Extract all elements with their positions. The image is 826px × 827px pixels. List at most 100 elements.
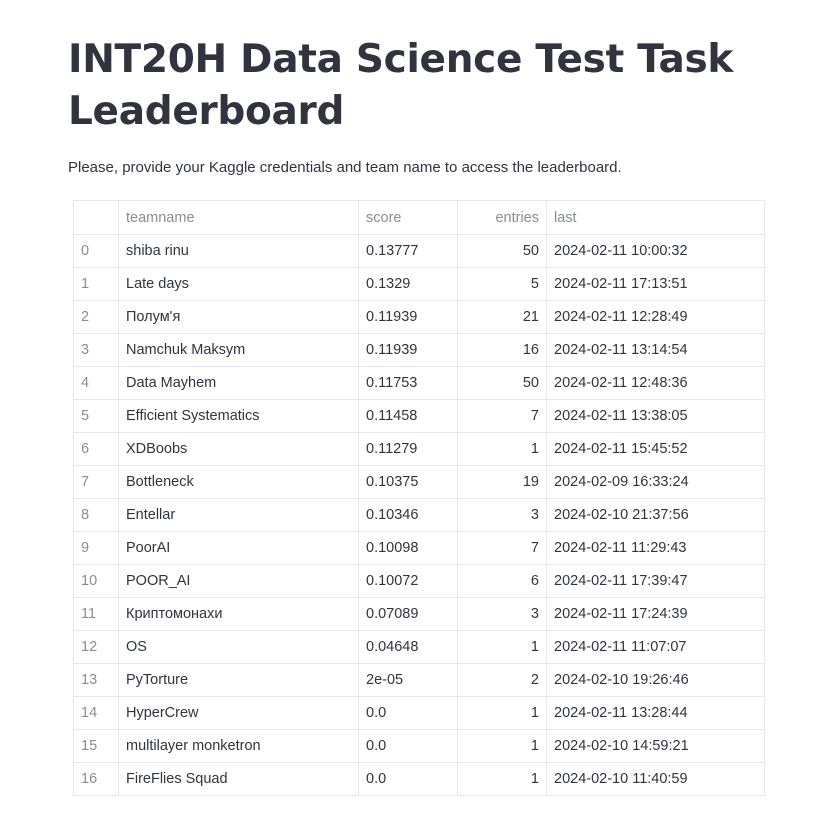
cell-entries[interactable]: 7 — [457, 531, 547, 565]
cell-entries[interactable]: 21 — [457, 300, 547, 334]
cell-teamname[interactable]: Late days — [118, 267, 359, 301]
cell-index[interactable]: 10 — [73, 564, 119, 598]
cell-index[interactable]: 6 — [73, 432, 119, 466]
table-row[interactable]: 11 Криптомонахи 0.07089 3 2024-02-11 17:24:3… — [73, 597, 765, 631]
cell-last[interactable]: 2024-02-11 11:29:43 — [546, 531, 765, 565]
cell-teamname[interactable]: Bottleneck — [118, 465, 359, 499]
cell-entries[interactable]: 1 — [457, 729, 547, 763]
cell-index[interactable]: 12 — [73, 630, 119, 664]
cell-index[interactable]: 0 — [73, 234, 119, 268]
cell-teamname[interactable]: POOR_AI — [118, 564, 359, 598]
cell-last[interactable]: 2024-02-11 15:45:52 — [546, 432, 765, 466]
column-header-entries[interactable]: entries — [457, 200, 547, 235]
cell-last[interactable]: 2024-02-11 17:24:39 — [546, 597, 765, 631]
cell-entries[interactable]: 7 — [457, 399, 547, 433]
cell-teamname[interactable]: PyTorture — [118, 663, 359, 697]
table-row[interactable]: 6 XDBoobs 0.11279 1 2024-02-11 15:45:52 — [73, 432, 765, 466]
cell-teamname[interactable]: XDBoobs — [118, 432, 359, 466]
cell-score[interactable]: 0.11279 — [358, 432, 458, 466]
cell-score[interactable]: 0.11939 — [358, 300, 458, 334]
cell-score[interactable]: 2e-05 — [358, 663, 458, 697]
cell-last[interactable]: 2024-02-10 14:59:21 — [546, 729, 765, 763]
table-row[interactable]: 5 Efficient Systematics 0.11458 7 2024-02-11… — [73, 399, 765, 433]
cell-score[interactable]: 0.04648 — [358, 630, 458, 664]
cell-score[interactable]: 0.11753 — [358, 366, 458, 400]
table-row[interactable]: 4 Data Mayhem 0.11753 50 2024-02-11 12:48:36 — [73, 366, 765, 400]
table-row[interactable]: 15 multilayer monketron 0.0 1 2024-02-10 14:… — [73, 729, 765, 763]
cell-last[interactable]: 2024-02-11 12:48:36 — [546, 366, 765, 400]
cell-index[interactable]: 9 — [73, 531, 119, 565]
table-row[interactable]: 7 Bottleneck 0.10375 19 2024-02-09 16:33:24 — [73, 465, 765, 499]
cell-last[interactable]: 2024-02-11 13:28:44 — [546, 696, 765, 730]
cell-index[interactable]: 5 — [73, 399, 119, 433]
cell-last[interactable]: 2024-02-11 12:28:49 — [546, 300, 765, 334]
cell-entries[interactable]: 19 — [457, 465, 547, 499]
cell-score[interactable]: 0.07089 — [358, 597, 458, 631]
cell-index[interactable]: 16 — [73, 762, 119, 796]
cell-entries[interactable]: 6 — [457, 564, 547, 598]
cell-teamname[interactable]: Entellar — [118, 498, 359, 532]
table-row[interactable]: 16 FireFlies Squad 0.0 1 2024-02-10 11:40:59 — [73, 762, 765, 796]
cell-last[interactable]: 2024-02-11 11:07:07 — [546, 630, 765, 664]
cell-score[interactable]: 0.1329 — [358, 267, 458, 301]
table-row[interactable]: 2 Полум'я 0.11939 21 2024-02-11 12:28:49 — [73, 300, 765, 334]
cell-index[interactable]: 8 — [73, 498, 119, 532]
cell-last[interactable]: 2024-02-09 16:33:24 — [546, 465, 765, 499]
cell-entries[interactable]: 50 — [457, 234, 547, 268]
cell-index[interactable]: 14 — [73, 696, 119, 730]
cell-teamname[interactable]: Data Mayhem — [118, 366, 359, 400]
cell-index[interactable]: 7 — [73, 465, 119, 499]
table-row[interactable]: 9 PoorAI 0.10098 7 2024-02-11 11:29:43 — [73, 531, 765, 565]
cell-entries[interactable]: 2 — [457, 663, 547, 697]
table-row[interactable]: 0 shiba rinu 0.13777 50 2024-02-11 10:00:32 — [73, 234, 765, 268]
cell-score[interactable]: 0.11939 — [358, 333, 458, 367]
cell-teamname[interactable]: FireFlies Squad — [118, 762, 359, 796]
cell-score[interactable]: 0.0 — [358, 696, 458, 730]
cell-index[interactable]: 13 — [73, 663, 119, 697]
leaderboard-table[interactable]: teamname score entries last 0 shiba rinu 0… — [73, 200, 765, 796]
cell-score[interactable]: 0.0 — [358, 729, 458, 763]
cell-teamname[interactable]: multilayer monketron — [118, 729, 359, 763]
cell-last[interactable]: 2024-02-11 13:38:05 — [546, 399, 765, 433]
table-row[interactable]: 1 Late days 0.1329 5 2024-02-11 17:13:51 — [73, 267, 765, 301]
cell-score[interactable]: 0.10072 — [358, 564, 458, 598]
cell-last[interactable]: 2024-02-11 17:13:51 — [546, 267, 765, 301]
cell-score[interactable]: 0.10346 — [358, 498, 458, 532]
cell-index[interactable]: 3 — [73, 333, 119, 367]
cell-index[interactable]: 2 — [73, 300, 119, 334]
cell-teamname[interactable]: Полум'я — [118, 300, 359, 334]
cell-entries[interactable]: 3 — [457, 498, 547, 532]
cell-last[interactable]: 2024-02-11 13:14:54 — [546, 333, 765, 367]
column-header-index[interactable] — [73, 200, 119, 235]
cell-index[interactable]: 4 — [73, 366, 119, 400]
column-header-teamname[interactable]: teamname — [118, 200, 359, 235]
cell-entries[interactable]: 1 — [457, 630, 547, 664]
cell-entries[interactable]: 1 — [457, 762, 547, 796]
cell-score[interactable]: 0.10098 — [358, 531, 458, 565]
cell-entries[interactable]: 3 — [457, 597, 547, 631]
table-row[interactable]: 10 POOR_AI 0.10072 6 2024-02-11 17:39:47 — [73, 564, 765, 598]
cell-last[interactable]: 2024-02-11 10:00:32 — [546, 234, 765, 268]
cell-entries[interactable]: 5 — [457, 267, 547, 301]
cell-index[interactable]: 15 — [73, 729, 119, 763]
cell-teamname[interactable]: Efficient Systematics — [118, 399, 359, 433]
table-row[interactable]: 12 OS 0.04648 1 2024-02-11 11:07:07 — [73, 630, 765, 664]
table-row[interactable]: 3 Namchuk Maksym 0.11939 16 2024-02-11 13:14… — [73, 333, 765, 367]
cell-index[interactable]: 1 — [73, 267, 119, 301]
cell-last[interactable]: 2024-02-10 19:26:46 — [546, 663, 765, 697]
cell-teamname[interactable]: HyperCrew — [118, 696, 359, 730]
column-header-last[interactable]: last — [546, 200, 765, 235]
cell-teamname[interactable]: Криптомонахи — [118, 597, 359, 631]
cell-score[interactable]: 0.0 — [358, 762, 458, 796]
column-header-score[interactable]: score — [358, 200, 458, 235]
cell-entries[interactable]: 1 — [457, 696, 547, 730]
cell-teamname[interactable]: Namchuk Maksym — [118, 333, 359, 367]
cell-last[interactable]: 2024-02-11 17:39:47 — [546, 564, 765, 598]
cell-entries[interactable]: 16 — [457, 333, 547, 367]
cell-last[interactable]: 2024-02-10 21:37:56 — [546, 498, 765, 532]
table-row[interactable]: 13 PyTorture 2e-05 2 2024-02-10 19:26:46 — [73, 663, 765, 697]
table-row[interactable]: 8 Entellar 0.10346 3 2024-02-10 21:37:56 — [73, 498, 765, 532]
cell-teamname[interactable]: OS — [118, 630, 359, 664]
cell-score[interactable]: 0.11458 — [358, 399, 458, 433]
cell-last[interactable]: 2024-02-10 11:40:59 — [546, 762, 765, 796]
